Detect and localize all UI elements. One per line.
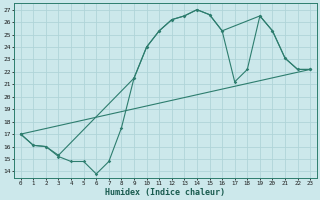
X-axis label: Humidex (Indice chaleur): Humidex (Indice chaleur) — [106, 188, 226, 197]
